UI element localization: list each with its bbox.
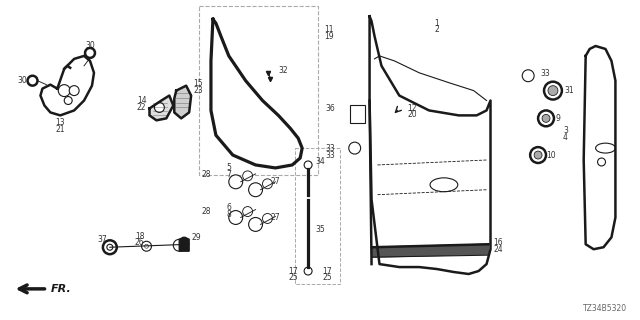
Ellipse shape <box>596 143 616 153</box>
Text: FR.: FR. <box>51 284 71 294</box>
Text: 17: 17 <box>289 267 298 276</box>
Text: 36: 36 <box>325 104 335 113</box>
Text: 32: 32 <box>278 66 288 75</box>
Text: 28: 28 <box>202 170 211 180</box>
Text: 33: 33 <box>325 144 335 153</box>
Text: 34: 34 <box>315 157 324 166</box>
Circle shape <box>58 85 70 97</box>
Circle shape <box>141 241 152 251</box>
Text: 5: 5 <box>227 164 231 172</box>
Text: 27: 27 <box>271 177 280 186</box>
Polygon shape <box>174 86 191 118</box>
Circle shape <box>530 147 546 163</box>
Circle shape <box>522 70 534 82</box>
Circle shape <box>154 102 164 112</box>
Circle shape <box>304 267 312 275</box>
Text: 27: 27 <box>271 213 280 222</box>
Circle shape <box>304 161 312 169</box>
Text: 35: 35 <box>315 225 324 234</box>
Text: 15: 15 <box>193 79 203 88</box>
Text: 3: 3 <box>563 126 568 135</box>
Text: 19: 19 <box>324 32 333 41</box>
Text: 25: 25 <box>289 274 298 283</box>
Circle shape <box>145 244 148 248</box>
Circle shape <box>262 213 273 223</box>
Circle shape <box>107 244 113 250</box>
Ellipse shape <box>430 178 458 192</box>
Text: 33: 33 <box>325 150 335 160</box>
Circle shape <box>88 51 92 55</box>
Circle shape <box>228 175 243 189</box>
Text: 28: 28 <box>202 207 211 216</box>
Text: 26: 26 <box>135 238 145 247</box>
Text: 9: 9 <box>556 114 561 123</box>
Text: 22: 22 <box>137 103 147 112</box>
Text: 14: 14 <box>137 96 147 105</box>
Circle shape <box>28 76 38 86</box>
Circle shape <box>248 218 262 231</box>
Text: 18: 18 <box>135 232 145 241</box>
Circle shape <box>31 79 35 83</box>
Text: 20: 20 <box>407 110 417 119</box>
Text: 6: 6 <box>227 203 231 212</box>
Text: 31: 31 <box>565 86 575 95</box>
Circle shape <box>228 211 243 224</box>
Text: 17: 17 <box>323 267 332 276</box>
Text: 23: 23 <box>193 86 203 95</box>
Text: 33: 33 <box>540 69 550 78</box>
Text: 30: 30 <box>85 41 95 50</box>
Polygon shape <box>372 244 488 257</box>
Circle shape <box>243 207 253 217</box>
Circle shape <box>69 86 79 96</box>
Circle shape <box>544 82 562 100</box>
Text: 13: 13 <box>56 118 65 127</box>
Text: 1: 1 <box>434 19 439 28</box>
Text: 29: 29 <box>191 233 201 242</box>
Text: 8: 8 <box>227 210 231 219</box>
Circle shape <box>64 97 72 105</box>
Bar <box>199 6 318 175</box>
Text: 16: 16 <box>493 238 503 247</box>
Text: 30: 30 <box>18 76 28 85</box>
Circle shape <box>548 86 558 96</box>
Circle shape <box>173 239 185 251</box>
Circle shape <box>243 171 253 181</box>
Text: 2: 2 <box>434 25 439 34</box>
Circle shape <box>262 179 273 189</box>
Circle shape <box>349 142 361 154</box>
Circle shape <box>598 158 605 166</box>
Text: 11: 11 <box>324 25 333 34</box>
Bar <box>349 106 365 123</box>
Text: 12: 12 <box>407 104 417 113</box>
Circle shape <box>85 48 95 58</box>
Polygon shape <box>179 237 189 251</box>
Text: TZ34B5320: TZ34B5320 <box>583 304 627 313</box>
Circle shape <box>103 240 116 254</box>
Circle shape <box>534 151 542 159</box>
Text: 21: 21 <box>56 125 65 134</box>
Text: 7: 7 <box>227 170 231 180</box>
Text: 4: 4 <box>563 133 568 142</box>
Circle shape <box>542 114 550 122</box>
Bar <box>295 148 340 284</box>
Polygon shape <box>150 96 173 120</box>
Text: 37: 37 <box>97 235 107 244</box>
Text: 24: 24 <box>493 245 503 254</box>
Circle shape <box>248 183 262 197</box>
Text: 25: 25 <box>323 274 332 283</box>
Circle shape <box>538 110 554 126</box>
Text: 10: 10 <box>546 150 556 160</box>
